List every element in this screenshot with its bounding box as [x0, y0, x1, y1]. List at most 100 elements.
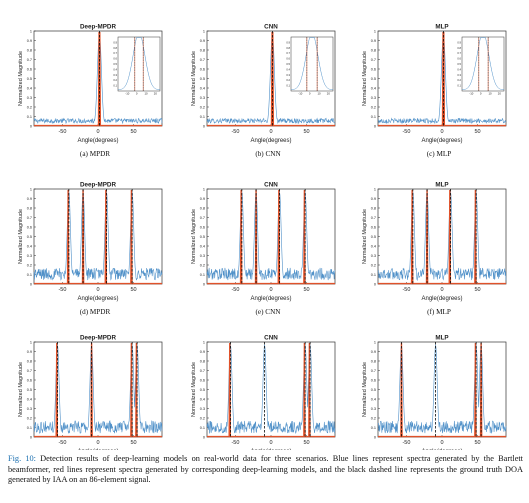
- y-tick-label: 0.4: [200, 86, 205, 90]
- y-tick-label: 0: [30, 435, 32, 439]
- subplot-7: 0 0.1 0.2 0.3 0.4 0.5 0.6 0.7 0.8 0.9 1 -50 0 50 Deep-…: [18, 335, 163, 450]
- inset-y-tick-label: 0.9: [113, 40, 117, 44]
- y-tick-label: 1: [374, 340, 376, 344]
- inset-y-tick-label: 0.8: [286, 46, 290, 50]
- inset-y-tick-label: 0.4: [113, 67, 117, 71]
- y-tick-label: 0.4: [200, 244, 205, 248]
- caption-text: Detection results of deep-learning model…: [8, 454, 523, 485]
- y-axis-label: Normalized Magnitude: [362, 362, 368, 417]
- y-tick-label: 0.3: [200, 407, 205, 411]
- inset-zoom: 0.1 0.20.3 0.40.50.6 0.70.8 0.9 -10 0 10 20: [113, 36, 161, 96]
- y-tick-label: 0.2: [27, 105, 32, 109]
- subplot-9: 0 0.1 0.2 0.3 0.4 0.5 0.6 0.7 0.8 0.9 1 -50 0 50 MLP An…: [362, 335, 507, 450]
- subplot-3: 00.10.20.30.40.50.60.70.80.91-50 0 500.10.…: [362, 24, 507, 158]
- dl-spectrum-line: [34, 31, 162, 127]
- x-axis-label: Angle(degrees): [421, 449, 462, 450]
- y-axis-label: Normalized Magnitude: [362, 209, 368, 264]
- inset-y-tick-label: 0.6: [457, 57, 461, 61]
- subplot-6: 0 0.1 0.2 0.3 0.4 0.5 0.6 0.7 0.8 0.9 1 -50 0 50 MLP An…: [362, 182, 507, 316]
- y-axis-label: Normalized Magnitude: [18, 51, 24, 106]
- y-tick-label: 0.2: [200, 263, 205, 267]
- x-tick-label: 0: [269, 129, 272, 135]
- x-axis-label: Angle(degrees): [250, 296, 291, 302]
- y-tick-label: 0.7: [27, 216, 32, 220]
- y-tick-label: 0.7: [200, 216, 205, 220]
- inset-x-tick-label: -10: [125, 92, 129, 96]
- y-tick-label: 0.3: [27, 96, 32, 100]
- y-tick-label: 0.5: [371, 77, 376, 81]
- x-tick-label: -50: [402, 129, 410, 135]
- y-tick-label: 0.2: [371, 105, 376, 109]
- x-tick-label: 50: [303, 287, 309, 293]
- y-tick-label: 0: [374, 435, 376, 439]
- subplot-caption: (d) MPDR: [80, 308, 111, 316]
- y-tick-label: 0.4: [27, 86, 32, 90]
- x-tick-label: 50: [474, 287, 480, 293]
- inset-bartlett-line: [290, 37, 334, 91]
- y-tick-label: 0.4: [371, 244, 376, 248]
- inset-x-tick-label: 10: [488, 92, 492, 96]
- y-tick-label: 0.8: [200, 359, 205, 363]
- x-axis-label: Angle(degrees): [77, 296, 118, 302]
- figure-caption: Fig. 10: Detection results of deep-learn…: [8, 454, 523, 486]
- x-tick-label: -50: [58, 129, 66, 135]
- y-tick-label: 0.4: [200, 397, 205, 401]
- y-tick-label: 0.2: [371, 263, 376, 267]
- subplot-title: MLP: [435, 24, 448, 31]
- inset-x-tick-label: 20: [154, 92, 158, 96]
- x-tick-label: 50: [303, 129, 309, 135]
- y-tick-label: 0.4: [27, 397, 32, 401]
- plot-frame: [33, 188, 163, 285]
- y-tick-label: 1: [203, 187, 205, 191]
- subplot-caption: (b) CNN: [255, 150, 281, 158]
- y-tick-label: 0.5: [27, 235, 32, 239]
- y-tick-label: 0.6: [200, 67, 205, 71]
- inset-x-tick-label: 20: [327, 92, 331, 96]
- y-tick-label: 0.8: [371, 48, 376, 52]
- x-axis-label: Angle(degrees): [421, 138, 462, 144]
- plot-frame: [206, 341, 336, 438]
- y-tick-label: 0.9: [27, 350, 32, 354]
- y-tick-label: 0: [203, 282, 205, 286]
- x-axis-label: Angle(degrees): [250, 138, 291, 144]
- inset-y-tick-label: 0.7: [286, 51, 290, 55]
- x-tick-label: 0: [96, 129, 99, 135]
- x-tick-label: -50: [402, 440, 410, 446]
- y-tick-label: 0: [30, 282, 32, 286]
- bartlett-spectrum-line: [206, 33, 336, 125]
- y-tick-label: 0.7: [200, 369, 205, 373]
- y-tick-label: 0.3: [200, 96, 205, 100]
- y-tick-label: 0.3: [27, 254, 32, 258]
- inset-y-tick-label: 0.4: [457, 67, 461, 71]
- y-tick-label: 0.7: [371, 58, 376, 62]
- x-axis-label: Angle(degrees): [421, 296, 462, 302]
- x-tick-label: -50: [58, 287, 66, 293]
- y-tick-label: 0.5: [200, 388, 205, 392]
- y-tick-label: 0.3: [371, 254, 376, 258]
- x-tick-label: -50: [231, 129, 239, 135]
- y-tick-label: 0.4: [27, 244, 32, 248]
- y-tick-label: 0.1: [371, 426, 376, 430]
- inset-y-tick-label: 0.3: [113, 73, 117, 77]
- x-axis-label: Angle(degrees): [250, 449, 291, 450]
- x-axis-label: Angle(degrees): [77, 138, 118, 144]
- plot-frame: [206, 188, 336, 285]
- y-tick-label: 0.6: [371, 67, 376, 71]
- x-axis-label: Angle(degrees): [77, 449, 118, 450]
- y-tick-label: 0.3: [200, 254, 205, 258]
- x-tick-label: 50: [130, 440, 136, 446]
- x-tick-label: -50: [402, 287, 410, 293]
- bartlett-spectrum-line: [377, 191, 507, 282]
- y-tick-label: 1: [30, 340, 32, 344]
- x-tick-label: -50: [231, 287, 239, 293]
- inset-y-tick-label: 0.5: [286, 62, 290, 66]
- y-axis-label: Normalized Magnitude: [191, 51, 197, 106]
- y-tick-label: 0.1: [200, 426, 205, 430]
- y-tick-label: 0.1: [27, 426, 32, 430]
- y-tick-label: 0.4: [371, 86, 376, 90]
- subplot-caption: (e) CNN: [256, 308, 282, 316]
- bartlett-spectrum-line: [206, 344, 336, 435]
- y-tick-label: 0.6: [27, 225, 32, 229]
- dl-spectrum-line: [34, 189, 162, 285]
- y-tick-label: 0.8: [371, 359, 376, 363]
